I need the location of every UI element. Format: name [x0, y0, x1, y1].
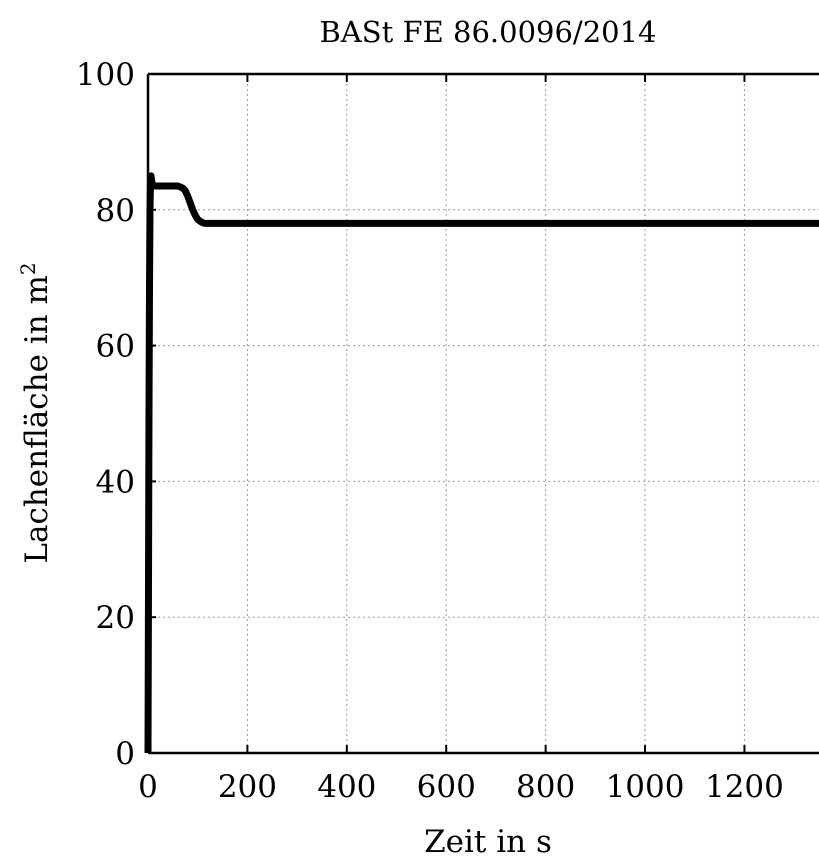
x-tick-label: 400 [317, 769, 376, 805]
series-group [144, 172, 819, 754]
y-axis-label-main: Lachenfläche in m [19, 275, 55, 564]
y-tick-label: 100 [76, 57, 135, 93]
x-tick-label: 200 [218, 769, 277, 805]
chart-title: BASt FE 86.0096/2014 [320, 15, 657, 49]
y-tick-label: 80 [96, 193, 135, 229]
y-tick-label: 40 [96, 464, 135, 500]
y-axis-label-superscript: 2 [16, 262, 40, 275]
tick-labels: 0 200 400 600 800 1000 1200 0 20 40 60 80 100 [76, 57, 784, 805]
x-tick-label: 1000 [606, 769, 685, 805]
x-tick-label: 800 [516, 769, 575, 805]
x-tick-label: 0 [138, 769, 158, 805]
series-line-0 [144, 172, 819, 754]
y-tick-label: 20 [96, 600, 135, 636]
y-tick-label: 60 [96, 329, 135, 365]
x-axis-label: Zeit in s [424, 824, 552, 860]
y-axis-label: Lachenfläche in m2 [16, 262, 55, 563]
x-tick-label: 1200 [705, 769, 784, 805]
axes [146, 72, 819, 755]
y-tick-label: 0 [115, 736, 135, 772]
grid [148, 74, 819, 753]
x-tick-label: 600 [417, 769, 476, 805]
